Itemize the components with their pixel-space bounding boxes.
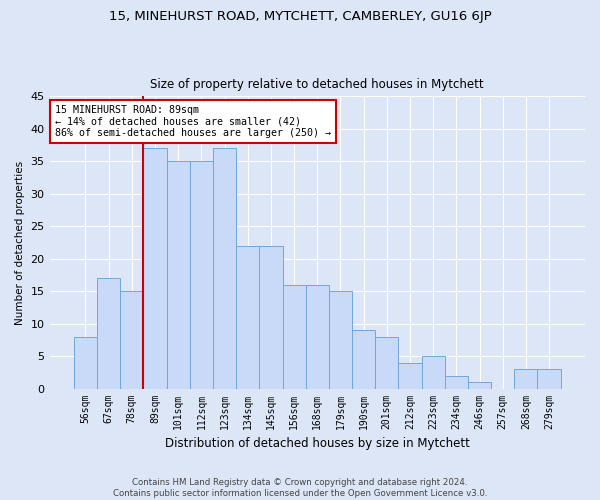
Bar <box>514 369 538 388</box>
Bar <box>143 148 167 388</box>
Bar <box>259 246 283 388</box>
Bar <box>305 284 329 389</box>
Bar <box>375 336 398 388</box>
Text: 15 MINEHURST ROAD: 89sqm
← 14% of detached houses are smaller (42)
86% of semi-d: 15 MINEHURST ROAD: 89sqm ← 14% of detach… <box>55 105 331 138</box>
Bar <box>538 369 560 388</box>
Text: Contains HM Land Registry data © Crown copyright and database right 2024.
Contai: Contains HM Land Registry data © Crown c… <box>113 478 487 498</box>
Bar <box>97 278 120 388</box>
Y-axis label: Number of detached properties: Number of detached properties <box>15 160 25 324</box>
Bar <box>74 336 97 388</box>
Bar <box>352 330 375 388</box>
Bar <box>190 162 213 388</box>
Bar <box>445 376 468 388</box>
Bar <box>167 162 190 388</box>
Bar <box>329 291 352 388</box>
Bar <box>398 362 422 388</box>
Bar <box>422 356 445 388</box>
Bar <box>236 246 259 388</box>
Bar <box>283 284 305 389</box>
Bar <box>120 291 143 388</box>
X-axis label: Distribution of detached houses by size in Mytchett: Distribution of detached houses by size … <box>165 437 470 450</box>
Title: Size of property relative to detached houses in Mytchett: Size of property relative to detached ho… <box>151 78 484 91</box>
Bar <box>468 382 491 388</box>
Bar <box>213 148 236 388</box>
Text: 15, MINEHURST ROAD, MYTCHETT, CAMBERLEY, GU16 6JP: 15, MINEHURST ROAD, MYTCHETT, CAMBERLEY,… <box>109 10 491 23</box>
